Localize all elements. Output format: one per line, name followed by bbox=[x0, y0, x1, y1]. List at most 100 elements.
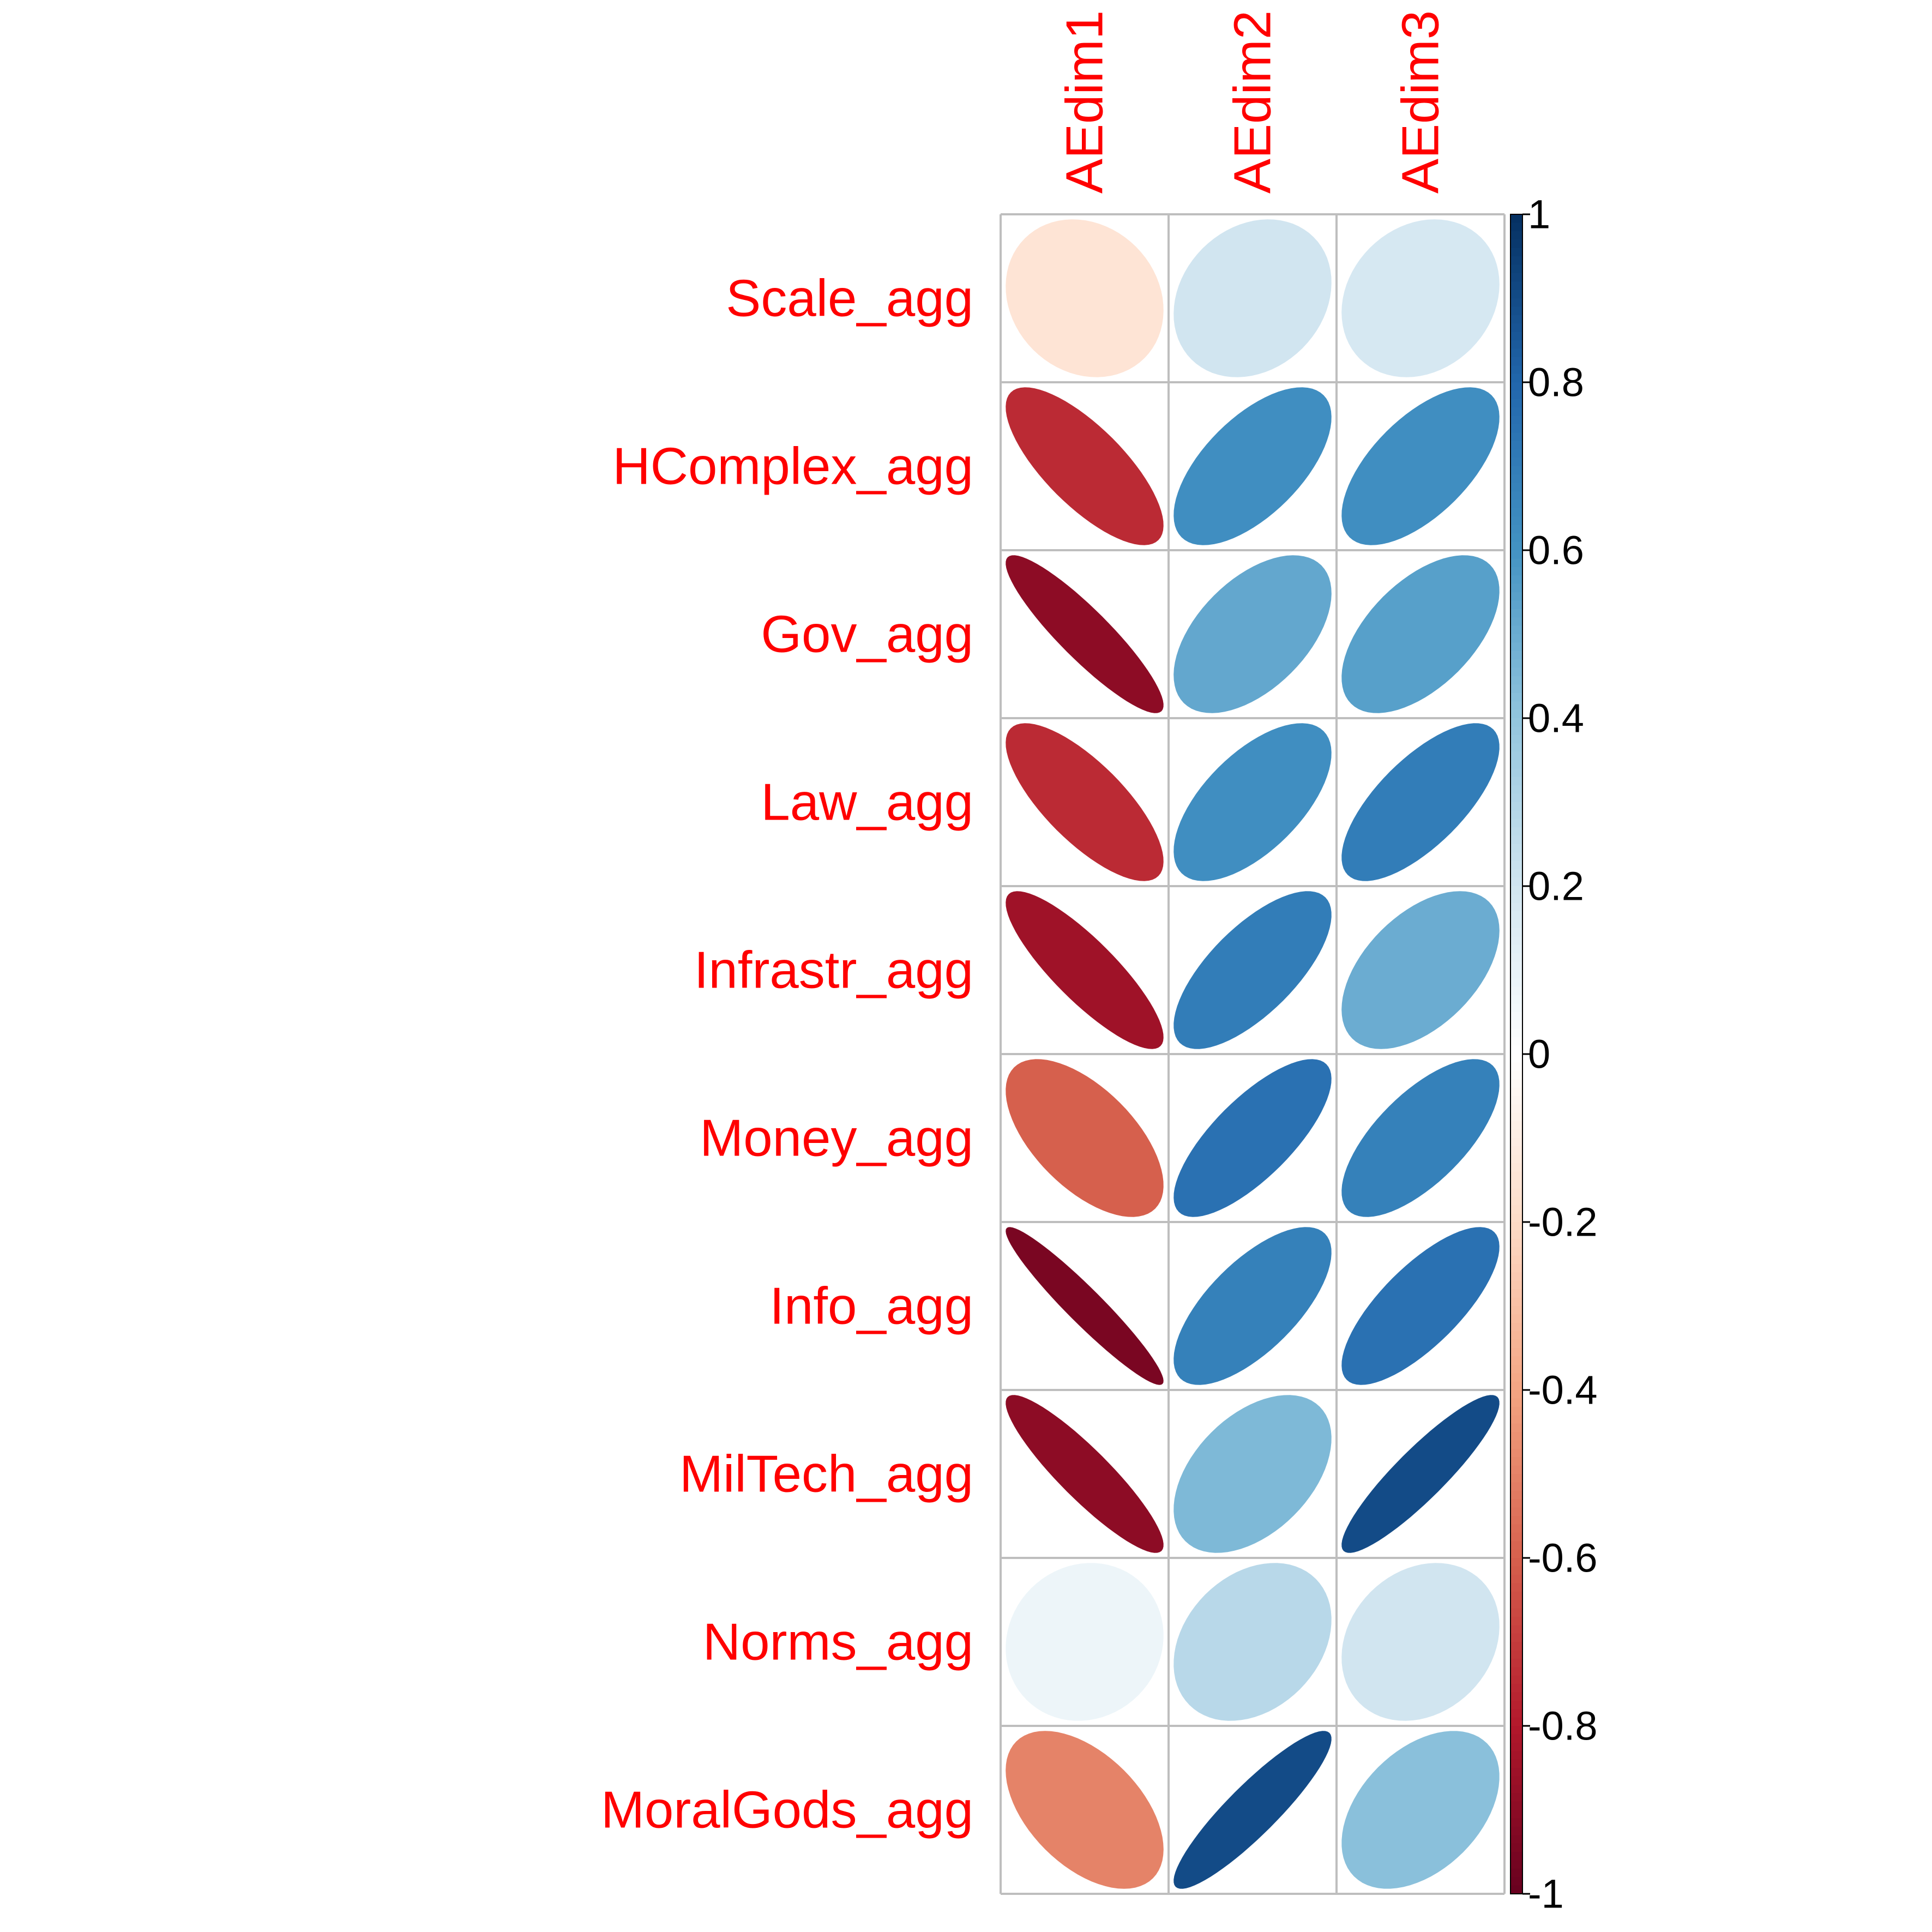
ellipse-Scale_agg-AEdim3 bbox=[1341, 219, 1500, 377]
colorbar-segment bbox=[1510, 214, 1522, 224]
colorbar-segment bbox=[1510, 1541, 1522, 1550]
colorbar-segment bbox=[1510, 1213, 1522, 1223]
colorbar-tick-label: 0.6 bbox=[1528, 528, 1584, 573]
colorbar-segment bbox=[1510, 1499, 1522, 1508]
colorbar-segment bbox=[1510, 374, 1522, 383]
colorbar-segment bbox=[1510, 911, 1522, 920]
colorbar-segment bbox=[1510, 1608, 1522, 1617]
colorbar-segment bbox=[1510, 583, 1522, 593]
colorbar-segment bbox=[1510, 1196, 1522, 1206]
row-label: MilTech_agg bbox=[679, 1445, 973, 1503]
colorbar-segment bbox=[1510, 348, 1522, 358]
colorbar-segment bbox=[1510, 1062, 1522, 1072]
ellipse-Scale_agg-AEdim1 bbox=[1006, 219, 1164, 377]
colorbar-segment bbox=[1510, 1037, 1522, 1046]
ellipse-HComplex_agg-AEdim1 bbox=[1006, 387, 1164, 545]
ellipse-Law_agg-AEdim3 bbox=[1341, 723, 1500, 881]
ellipse-Info_agg-AEdim2 bbox=[1173, 1227, 1332, 1385]
colorbar-segment bbox=[1510, 1390, 1522, 1399]
colorbar-segment bbox=[1510, 1583, 1522, 1592]
colorbar-segment bbox=[1510, 340, 1522, 350]
colorbar-segment bbox=[1510, 919, 1522, 929]
row-label: MoralGods_agg bbox=[601, 1781, 973, 1839]
colorbar-segment bbox=[1510, 256, 1522, 266]
colorbar-segment bbox=[1510, 1490, 1522, 1500]
colorbar-segment bbox=[1510, 802, 1522, 811]
colorbar-segment bbox=[1510, 1759, 1522, 1768]
colorbar-segment bbox=[1510, 323, 1522, 333]
row-label: HComplex_agg bbox=[612, 437, 973, 496]
colorbar-segment bbox=[1510, 1474, 1522, 1483]
colorbar-segment bbox=[1510, 1314, 1522, 1323]
colorbar-tick-label: 1 bbox=[1528, 192, 1550, 237]
colorbar-segment bbox=[1510, 1406, 1522, 1416]
colorbar-segment bbox=[1510, 718, 1522, 727]
colorbar-tick-label: -0.2 bbox=[1528, 1200, 1598, 1245]
colorbar-segment bbox=[1510, 592, 1522, 601]
colorbar-segment bbox=[1510, 458, 1522, 467]
ellipse-Infrastr_agg-AEdim3 bbox=[1341, 891, 1500, 1049]
colorbar-segment bbox=[1510, 449, 1522, 459]
row-label: Scale_agg bbox=[726, 269, 973, 328]
column-labels: AEdim1 AEdim2 AEdim3 bbox=[1056, 10, 1450, 194]
colorbar-segment bbox=[1510, 1180, 1522, 1189]
colorbar-segment bbox=[1510, 944, 1522, 954]
colorbar-segment bbox=[1510, 1776, 1522, 1785]
colorbar-segment bbox=[1510, 869, 1522, 878]
colorbar-segment bbox=[1510, 1784, 1522, 1794]
colorbar-segment bbox=[1510, 978, 1522, 988]
colorbar-segment bbox=[1510, 651, 1522, 660]
colorbar-segment bbox=[1510, 1642, 1522, 1651]
colorbar-segment bbox=[1510, 743, 1522, 753]
colorbar-segment bbox=[1510, 1516, 1522, 1525]
colorbar-tick-label: 0.2 bbox=[1528, 864, 1584, 909]
colorbar-segment bbox=[1510, 1306, 1522, 1315]
colorbar-segment bbox=[1510, 1885, 1522, 1894]
colorbar-segment bbox=[1510, 525, 1522, 534]
colorbar-segment bbox=[1510, 1549, 1522, 1558]
colorbar-segment bbox=[1510, 1532, 1522, 1542]
colorbar-segment bbox=[1510, 735, 1522, 744]
ellipse-Info_agg-AEdim3 bbox=[1341, 1227, 1500, 1385]
colorbar-segment bbox=[1510, 474, 1522, 484]
row-label: Info_agg bbox=[769, 1277, 973, 1335]
colorbar-segment bbox=[1510, 1482, 1522, 1491]
ellipse-Money_agg-AEdim3 bbox=[1341, 1059, 1500, 1217]
colorbar-tick-label: 0.8 bbox=[1528, 360, 1584, 405]
colorbar-segment bbox=[1510, 1247, 1522, 1256]
colorbar-segment bbox=[1510, 1423, 1522, 1433]
colorbar-tick-label: 0.4 bbox=[1528, 696, 1584, 741]
colorbar-segment bbox=[1510, 1751, 1522, 1760]
ellipse-MilTech_agg-AEdim2 bbox=[1173, 1395, 1332, 1553]
colorbar-segment bbox=[1510, 1574, 1522, 1584]
colorbar-segment bbox=[1510, 1591, 1522, 1600]
colorbar-segment bbox=[1510, 1801, 1522, 1810]
colorbar-segment bbox=[1510, 953, 1522, 962]
colorbar-segment bbox=[1510, 793, 1522, 803]
colorbar-segment bbox=[1510, 1322, 1522, 1332]
colorbar-segment bbox=[1510, 558, 1522, 568]
ellipse-MoralGods_agg-AEdim1 bbox=[1006, 1731, 1164, 1889]
colorbar-segment bbox=[1510, 659, 1522, 669]
colorbar-segment bbox=[1510, 936, 1522, 946]
colorbar-segment bbox=[1510, 1339, 1522, 1349]
row-label: Infrastr_agg bbox=[694, 941, 973, 1000]
colorbar-segment bbox=[1510, 1112, 1522, 1122]
colorbar-segment bbox=[1510, 835, 1522, 845]
colorbar-segment bbox=[1510, 466, 1522, 476]
colorbar-segment bbox=[1510, 986, 1522, 996]
colorbar-segment bbox=[1510, 777, 1522, 786]
colorbar-segment bbox=[1510, 248, 1522, 257]
colorbar-segment bbox=[1510, 1566, 1522, 1575]
colorbar-segment bbox=[1510, 357, 1522, 366]
colorbar-segment bbox=[1510, 693, 1522, 702]
colorbar-segment bbox=[1510, 1843, 1522, 1852]
colorbar-segment bbox=[1510, 642, 1522, 652]
colorbar-segment bbox=[1510, 1440, 1522, 1449]
colorbar-segment bbox=[1510, 1373, 1522, 1382]
colorbar-segment bbox=[1510, 1003, 1522, 1013]
colorbar-segment bbox=[1510, 407, 1522, 417]
row-label: Money_agg bbox=[700, 1109, 973, 1167]
colorbar-segment bbox=[1510, 852, 1522, 862]
